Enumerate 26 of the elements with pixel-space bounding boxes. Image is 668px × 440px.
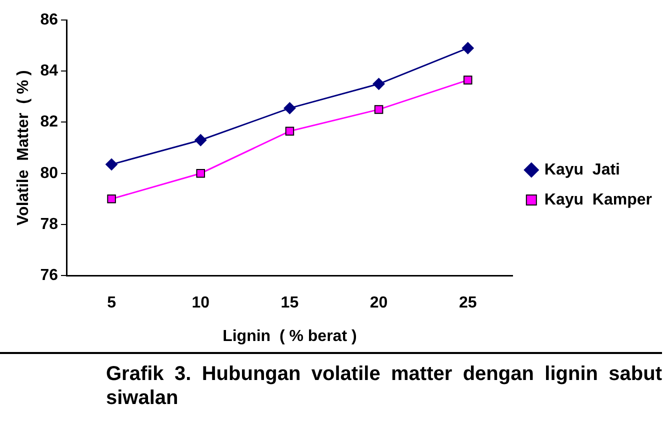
point	[107, 194, 116, 204]
text: Grafik 3. Hubungan volatile matter dengan lignin sabut siwalan	[106, 362, 662, 410]
point	[106, 158, 118, 170]
x-tick-label: 25	[458, 294, 477, 312]
y-tick-label: 80	[40, 164, 58, 182]
point	[372, 78, 385, 90]
x-axis-title: Lignin ( % berat )	[222, 328, 357, 345]
x-tick-label: 20	[370, 294, 388, 312]
legend-label: Kayu Kamper	[544, 191, 652, 208]
y-tick-label: 82	[40, 114, 58, 131]
x-tick-label: 5	[107, 294, 116, 312]
point	[285, 126, 294, 136]
point	[194, 134, 207, 146]
point	[462, 42, 474, 54]
y-tick-label: 76	[40, 267, 58, 284]
x-tick-label: 10	[192, 294, 210, 312]
y-tick-label: 78	[40, 216, 58, 233]
y-axis-title: Volatile Matter ( % )	[15, 70, 32, 226]
point	[463, 76, 472, 84]
point	[196, 168, 206, 178]
legend-label: Kayu Jati	[544, 161, 620, 178]
point	[284, 102, 296, 114]
x-tick-label: 15	[280, 294, 299, 312]
y-tick-label: 84	[40, 62, 58, 80]
point	[374, 105, 384, 114]
y-tick-label: 86	[40, 11, 58, 28]
